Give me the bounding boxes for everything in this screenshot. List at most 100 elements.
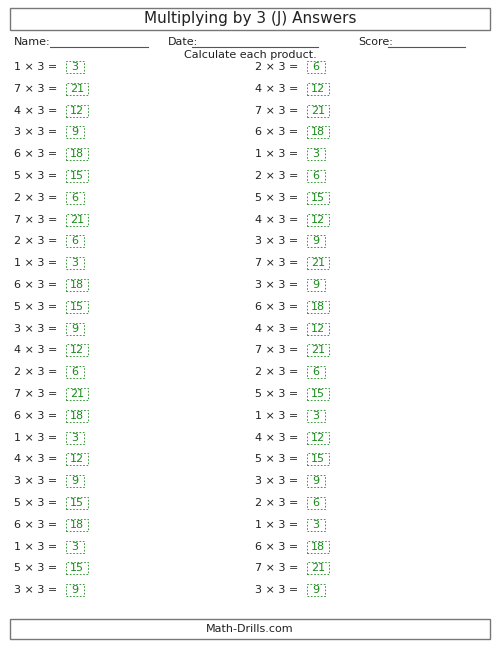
Text: 6 × 3 =: 6 × 3 = (14, 149, 61, 159)
Text: 6 × 3 =: 6 × 3 = (255, 127, 302, 137)
Text: 1 × 3 =: 1 × 3 = (14, 62, 61, 72)
Bar (307, 192, 329, 204)
Text: 7 × 3 =: 7 × 3 = (255, 345, 302, 355)
Text: 3 × 3 =: 3 × 3 = (255, 585, 302, 595)
Text: 7 × 3 =: 7 × 3 = (255, 258, 302, 269)
Bar (66, 105, 88, 116)
Bar (307, 301, 329, 313)
Bar (307, 388, 329, 400)
Text: 5 × 3 =: 5 × 3 = (255, 389, 302, 399)
Text: 12: 12 (311, 433, 325, 443)
Text: 15: 15 (70, 498, 84, 508)
Text: 9: 9 (312, 585, 320, 595)
Text: 2 × 3 =: 2 × 3 = (14, 236, 61, 247)
Text: 18: 18 (311, 127, 325, 137)
Bar (66, 541, 84, 553)
Bar (307, 475, 325, 487)
Text: 9: 9 (312, 236, 320, 247)
Text: 12: 12 (311, 215, 325, 225)
Bar (66, 258, 84, 269)
Text: 4 × 3 =: 4 × 3 = (14, 454, 61, 465)
Text: 21: 21 (311, 345, 325, 355)
Text: 3 × 3 =: 3 × 3 = (255, 280, 302, 290)
Bar (307, 323, 329, 334)
Text: 1 × 3 =: 1 × 3 = (255, 411, 302, 421)
Text: 4 × 3 =: 4 × 3 = (255, 324, 302, 334)
Text: 2 × 3 =: 2 × 3 = (255, 171, 302, 181)
Text: Multiplying by 3 (J) Answers: Multiplying by 3 (J) Answers (144, 12, 356, 27)
Text: 1 × 3 =: 1 × 3 = (14, 433, 61, 443)
Text: 5 × 3 =: 5 × 3 = (14, 171, 61, 181)
Text: 18: 18 (70, 520, 84, 530)
Bar (66, 170, 88, 182)
Text: 3 × 3 =: 3 × 3 = (14, 476, 61, 486)
Text: 15: 15 (311, 389, 325, 399)
Text: 6 × 3 =: 6 × 3 = (14, 280, 61, 290)
Text: 7 × 3 =: 7 × 3 = (14, 389, 61, 399)
Bar (307, 366, 325, 378)
Bar (66, 214, 88, 226)
Text: 6 × 3 =: 6 × 3 = (255, 542, 302, 552)
Text: 12: 12 (70, 345, 84, 355)
Bar (66, 148, 88, 160)
Text: 5 × 3 =: 5 × 3 = (14, 302, 61, 312)
Text: 2 × 3 =: 2 × 3 = (14, 367, 61, 377)
Text: 15: 15 (70, 564, 84, 573)
Text: 3: 3 (312, 411, 320, 421)
Text: Calculate each product.: Calculate each product. (184, 50, 316, 60)
Text: 9: 9 (312, 280, 320, 290)
Text: 4 × 3 =: 4 × 3 = (14, 105, 61, 116)
Text: 6 × 3 =: 6 × 3 = (255, 302, 302, 312)
Text: 12: 12 (70, 105, 84, 116)
Text: 3 × 3 =: 3 × 3 = (14, 324, 61, 334)
Text: 6: 6 (312, 171, 320, 181)
Bar (66, 454, 88, 465)
Text: 6: 6 (72, 193, 78, 203)
Text: 2 × 3 =: 2 × 3 = (255, 62, 302, 72)
Text: 15: 15 (311, 454, 325, 465)
Bar (307, 541, 329, 553)
Bar (66, 475, 84, 487)
Text: Date:: Date: (168, 37, 198, 47)
Text: 1 × 3 =: 1 × 3 = (14, 542, 61, 552)
Bar (307, 519, 325, 531)
Text: 4 × 3 =: 4 × 3 = (255, 433, 302, 443)
Text: 3: 3 (312, 520, 320, 530)
Text: 7 × 3 =: 7 × 3 = (14, 84, 61, 94)
Text: 3: 3 (72, 62, 78, 72)
Bar (307, 214, 329, 226)
Bar (66, 366, 84, 378)
Bar (66, 584, 84, 596)
Bar (307, 236, 325, 247)
Text: 3: 3 (72, 258, 78, 269)
Text: 9: 9 (72, 127, 78, 137)
Text: 3 × 3 =: 3 × 3 = (255, 236, 302, 247)
Text: 12: 12 (70, 454, 84, 465)
Text: 4 × 3 =: 4 × 3 = (255, 215, 302, 225)
Bar (66, 279, 88, 291)
Text: Name:: Name: (14, 37, 51, 47)
Bar (66, 236, 84, 247)
Text: 21: 21 (70, 215, 84, 225)
Text: 5 × 3 =: 5 × 3 = (14, 498, 61, 508)
Text: 21: 21 (311, 105, 325, 116)
Bar (307, 258, 329, 269)
Bar (66, 388, 88, 400)
Text: 18: 18 (70, 280, 84, 290)
Bar (307, 148, 325, 160)
Bar (66, 519, 88, 531)
Text: 6 × 3 =: 6 × 3 = (14, 411, 61, 421)
Bar (66, 432, 84, 444)
Bar (66, 323, 84, 334)
Text: 7 × 3 =: 7 × 3 = (14, 215, 61, 225)
Text: 6: 6 (312, 367, 320, 377)
Text: 5 × 3 =: 5 × 3 = (14, 564, 61, 573)
Bar (307, 497, 325, 509)
Bar (66, 126, 84, 138)
Text: 2 × 3 =: 2 × 3 = (255, 367, 302, 377)
Bar (307, 344, 329, 356)
Bar (307, 170, 325, 182)
Text: 3 × 3 =: 3 × 3 = (14, 585, 61, 595)
Text: 18: 18 (70, 411, 84, 421)
Text: Math-Drills.com: Math-Drills.com (206, 624, 294, 634)
